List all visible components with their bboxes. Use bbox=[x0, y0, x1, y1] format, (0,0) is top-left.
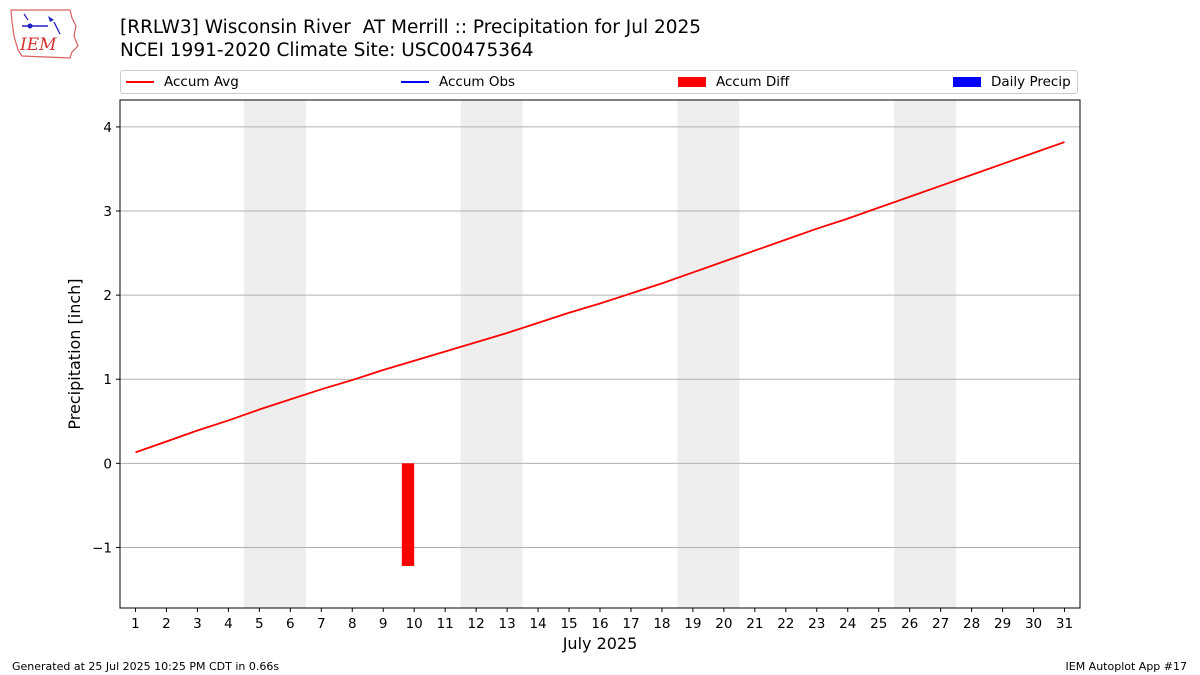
x-tick-label: 13 bbox=[499, 616, 516, 632]
footer-generated: Generated at 25 Jul 2025 10:25 PM CDT in… bbox=[12, 660, 280, 673]
x-tick-label: 26 bbox=[901, 616, 918, 632]
x-tick-label: 28 bbox=[963, 616, 980, 632]
x-tick-label: 23 bbox=[808, 616, 825, 632]
legend-item-accum-obs: Accum Obs bbox=[401, 71, 515, 93]
logo-text: IEM bbox=[19, 35, 57, 55]
x-tick-label: 6 bbox=[286, 616, 295, 632]
legend-item-daily-precip: Daily Precip bbox=[953, 71, 1071, 93]
chart-title: [RRLW3] Wisconsin River AT Merrill :: Pr… bbox=[120, 17, 702, 38]
legend-label-accum-avg: Accum Avg bbox=[164, 74, 239, 90]
weekend-bands bbox=[243, 100, 957, 608]
iowa-state-logo-icon: IEM bbox=[10, 9, 79, 59]
legend-swatch-accum-diff bbox=[678, 77, 706, 87]
x-tick-label: 3 bbox=[193, 616, 202, 632]
x-tick-label: 14 bbox=[529, 616, 546, 632]
legend-swatch-accum-obs bbox=[401, 81, 429, 83]
y-tick-label: 3 bbox=[103, 204, 112, 220]
x-axis: 1 2 3 4 5 6 7 8 9 10 11 12 13 14 15 16 17 18 19 20 21 22 23 24 2… bbox=[131, 608, 1073, 632]
x-tick-label: 16 bbox=[591, 616, 608, 632]
weekend-band-1 bbox=[243, 100, 306, 608]
x-tick-label: 30 bbox=[1025, 616, 1042, 632]
y-tick-label: −1 bbox=[92, 540, 112, 556]
x-tick-label: 8 bbox=[348, 616, 357, 632]
y-tick-label: 0 bbox=[103, 456, 112, 472]
chart-legend: Accum Avg Accum Obs Accum Diff Daily Pre… bbox=[120, 70, 1078, 94]
y-axis-label: Precipitation [inch] bbox=[65, 278, 84, 429]
x-tick-label: 2 bbox=[162, 616, 171, 632]
legend-item-accum-diff: Accum Diff bbox=[678, 71, 789, 93]
footer-app: IEM Autoplot App #17 bbox=[1065, 660, 1188, 673]
legend-swatch-daily-precip bbox=[953, 77, 981, 87]
x-tick-label: 11 bbox=[437, 616, 454, 632]
x-axis-label: July 2025 bbox=[562, 634, 638, 653]
y-tick-label: 4 bbox=[103, 120, 112, 136]
iem-logo: IEM bbox=[8, 6, 82, 60]
y-axis: −1 0 1 2 3 4 bbox=[92, 120, 120, 556]
x-tick-label: 7 bbox=[317, 616, 326, 632]
accum-diff-bar bbox=[401, 463, 415, 566]
x-tick-label: 5 bbox=[255, 616, 264, 632]
legend-label-daily-precip: Daily Precip bbox=[991, 74, 1071, 90]
x-tick-label: 21 bbox=[746, 616, 763, 632]
legend-label-accum-obs: Accum Obs bbox=[439, 74, 516, 90]
legend-label-accum-diff: Accum Diff bbox=[716, 74, 790, 90]
weekend-band-3 bbox=[677, 100, 740, 608]
x-tick-label: 27 bbox=[932, 616, 949, 632]
x-tick-label: 29 bbox=[994, 616, 1011, 632]
series-lines bbox=[135, 141, 1065, 454]
x-tick-label: 10 bbox=[406, 616, 423, 632]
x-tick-label: 9 bbox=[379, 616, 388, 632]
chart-subtitle: NCEI 1991-2020 Climate Site: USC00475364 bbox=[120, 40, 534, 61]
x-tick-label: 31 bbox=[1056, 616, 1073, 632]
x-tick-label: 20 bbox=[715, 616, 732, 632]
gridlines bbox=[120, 126, 1080, 548]
legend-swatch-accum-avg bbox=[126, 81, 154, 83]
y-tick-label: 1 bbox=[103, 372, 112, 388]
legend-item-accum-avg: Accum Avg bbox=[126, 71, 239, 93]
x-tick-label: 18 bbox=[653, 616, 670, 632]
x-tick-label: 22 bbox=[777, 616, 794, 632]
x-tick-label: 24 bbox=[839, 616, 856, 632]
weekend-band-4 bbox=[894, 100, 957, 608]
accum-avg-line bbox=[135, 141, 1065, 454]
x-tick-label: 4 bbox=[224, 616, 233, 632]
x-tick-label: 15 bbox=[560, 616, 577, 632]
diff-bars bbox=[401, 463, 415, 566]
x-tick-label: 1 bbox=[131, 616, 140, 632]
x-tick-label: 25 bbox=[870, 616, 887, 632]
y-tick-label: 2 bbox=[103, 288, 112, 304]
weekend-band-2 bbox=[460, 100, 523, 608]
x-tick-label: 19 bbox=[684, 616, 701, 632]
x-tick-label: 17 bbox=[622, 616, 639, 632]
x-tick-label: 12 bbox=[468, 616, 485, 632]
